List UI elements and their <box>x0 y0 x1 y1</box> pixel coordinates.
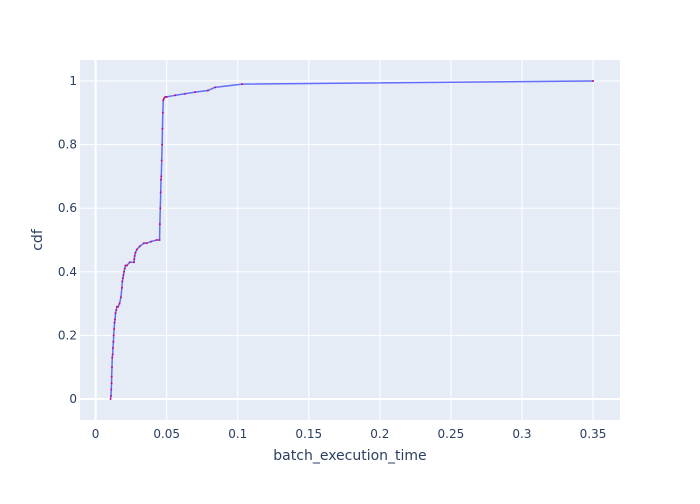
data-point <box>150 240 153 243</box>
data-point <box>122 273 125 276</box>
data-point <box>162 99 165 102</box>
data-point <box>109 394 112 397</box>
data-point <box>158 239 161 241</box>
data-point <box>241 83 243 86</box>
x-tick-label: 0.35 <box>580 427 607 441</box>
data-point <box>125 264 128 267</box>
data-point <box>133 261 135 264</box>
data-point <box>165 95 168 98</box>
data-point <box>161 143 164 146</box>
data-point <box>206 89 209 92</box>
x-tick-label: 0.25 <box>438 427 465 441</box>
data-point <box>133 258 136 261</box>
data-point <box>145 242 148 245</box>
data-point <box>109 398 112 401</box>
data-point <box>119 296 122 299</box>
data-point <box>142 242 145 245</box>
data-point <box>134 251 137 254</box>
x-tick-label: 0.2 <box>370 427 389 441</box>
x-tick-label: 0.05 <box>153 427 180 441</box>
data-point <box>194 91 197 94</box>
y-tick-label: 0.2 <box>58 328 77 342</box>
data-point <box>113 328 116 331</box>
data-point <box>124 264 127 267</box>
data-point <box>123 267 126 270</box>
grid-layer <box>80 60 620 420</box>
data-point <box>159 191 162 194</box>
data-point <box>117 305 120 308</box>
data-point <box>161 127 164 130</box>
data-point <box>115 308 118 311</box>
data-point <box>111 353 114 356</box>
tick-labels: 0 0.05 0.1 0.15 0.2 0.25 0.3 0.35 0 0.2 0.4 0.6 0.8 1 <box>58 74 606 441</box>
data-point <box>162 97 165 100</box>
data-point <box>114 312 117 315</box>
data-point <box>128 261 131 264</box>
data-point <box>110 388 113 391</box>
data-point <box>155 239 158 241</box>
data-point <box>158 223 161 226</box>
x-tick-label: 0 <box>92 427 100 441</box>
data-point <box>592 79 594 82</box>
data-point <box>160 175 163 178</box>
data-point <box>123 270 126 273</box>
data-point <box>111 347 114 350</box>
y-tick-label: 0.8 <box>58 138 77 152</box>
data-point <box>160 159 163 162</box>
data-point <box>159 207 162 210</box>
y-axis-title: cdf <box>30 228 46 251</box>
data-point <box>214 86 216 89</box>
data-point <box>113 321 116 324</box>
data-point <box>135 248 138 251</box>
data-point <box>111 356 114 359</box>
data-point <box>161 111 164 114</box>
data-point <box>138 245 141 248</box>
data-point <box>110 366 113 369</box>
y-tick-label: 1 <box>69 74 77 88</box>
data-point <box>120 286 123 289</box>
data-point <box>174 94 177 97</box>
data-point <box>112 334 115 337</box>
y-tick-label: 0.6 <box>58 201 77 215</box>
data-point <box>118 302 121 305</box>
data-point <box>164 95 167 98</box>
zero-lines <box>80 60 620 420</box>
data-point <box>160 178 162 181</box>
data-point <box>121 280 124 283</box>
plot-background <box>80 60 620 420</box>
x-tick-label: 0.3 <box>512 427 531 441</box>
data-point <box>121 277 124 280</box>
data-point <box>112 340 115 343</box>
data-point <box>110 382 113 385</box>
data-point <box>110 375 113 378</box>
data-point <box>133 254 136 257</box>
x-tick-label: 0.1 <box>228 427 247 441</box>
x-tick-label: 0.15 <box>295 427 322 441</box>
data-point <box>184 92 187 95</box>
data-point <box>113 318 116 321</box>
y-tick-label: 0 <box>69 392 77 406</box>
series-layer <box>109 79 594 401</box>
x-axis-title: batch_execution_time <box>273 448 426 464</box>
y-tick-label: 0.4 <box>58 265 77 279</box>
